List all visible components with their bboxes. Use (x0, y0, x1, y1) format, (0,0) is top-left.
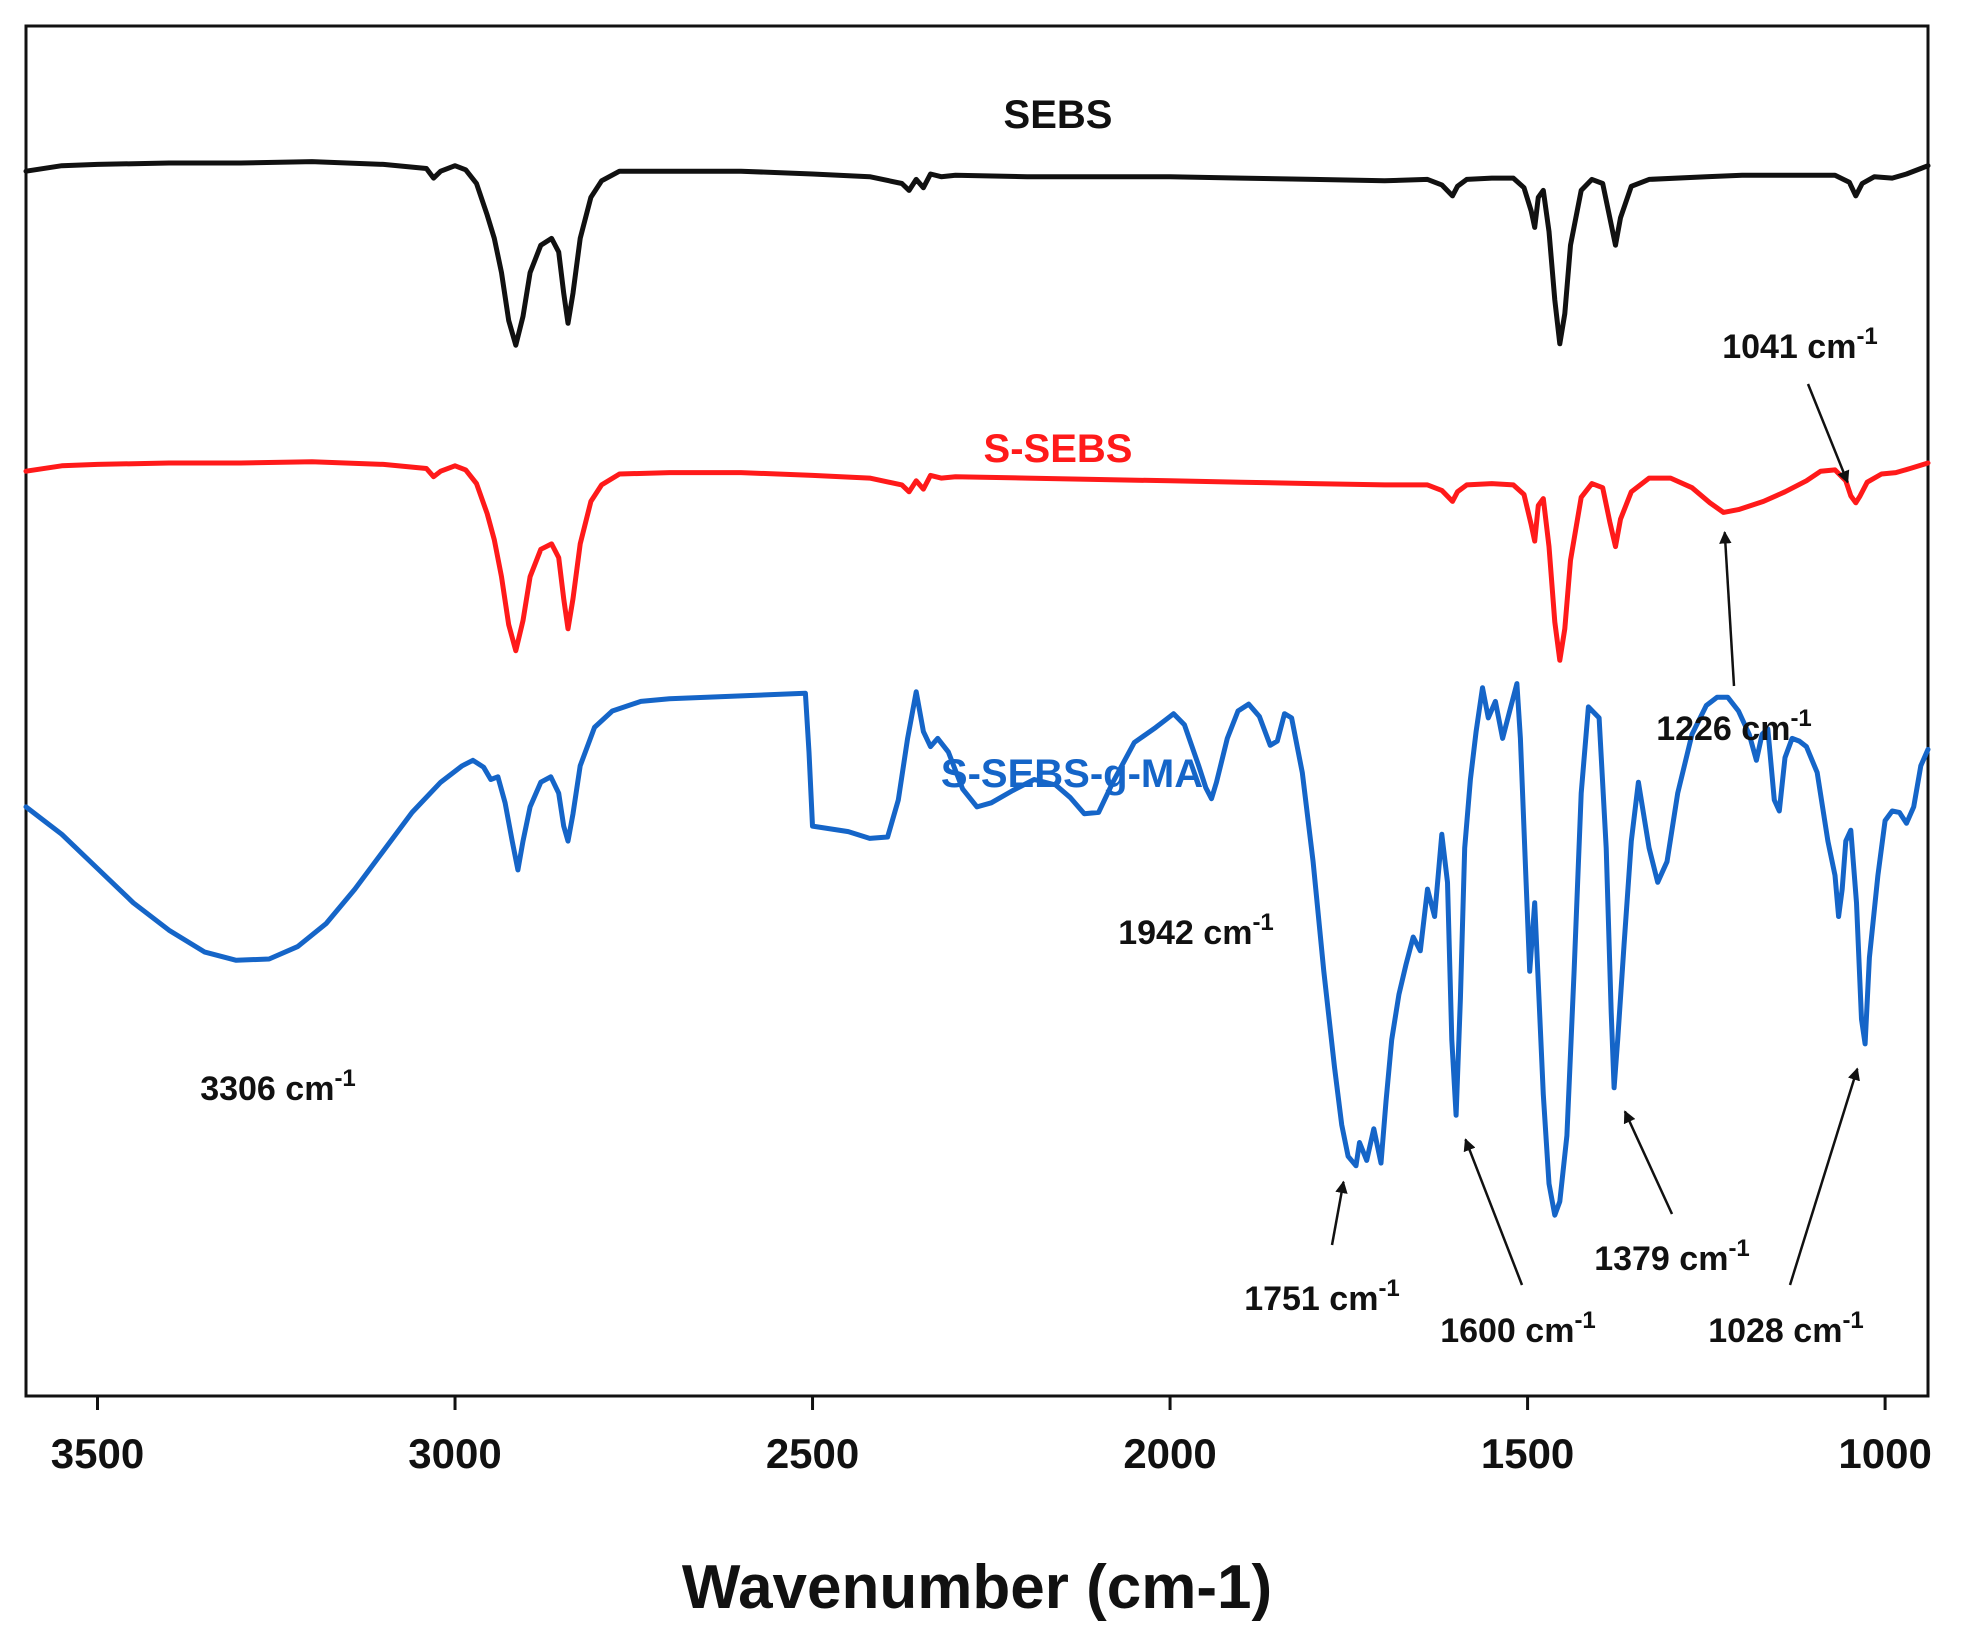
annotation-3306-label: 3306 cm-1 (200, 1065, 356, 1108)
plot-frame (24, 24, 1930, 1398)
annotation-1600-label: 1600 cm-1 (1440, 1307, 1596, 1350)
x-tick-label: 3500 (51, 1430, 144, 1477)
annotation-1379-label: 1379 cm-1 (1594, 1235, 1750, 1278)
series-line-sebs (23, 159, 1931, 348)
series-line-s-sebs (23, 459, 1931, 663)
x-axis-ticks: 3500 3000 2500 2000 1500 1000 (51, 1396, 1932, 1477)
annotation-1226-label: 1226 cm-1 (1656, 705, 1812, 748)
annotation-1379-arrow (1623, 1110, 1674, 1215)
series-layer (23, 159, 1931, 1218)
x-tick-label: 1000 (1838, 1430, 1931, 1477)
x-axis-title: Wavenumber (cm-1) (682, 1553, 1272, 1622)
annotation-1751-arrow (1330, 1180, 1348, 1246)
series-label-s-sebs: S-SEBS (984, 427, 1133, 471)
series-labels: SEBS S-SEBS S-SEBS-g-MA (941, 93, 1203, 796)
x-tick-label: 3000 (408, 1430, 501, 1477)
annotations: 3306 cm-1 1942 cm-1 1751 cm-1 1600 cm-1 1379… (200, 323, 1878, 1350)
annotation-1028-label: 1028 cm-1 (1708, 1307, 1864, 1350)
series-line-s-sebs-g-ma (23, 681, 1931, 1218)
series-label-s-sebs-g-ma: S-SEBS-g-MA (941, 752, 1203, 796)
annotation-1751-label: 1751 cm-1 (1244, 1275, 1400, 1318)
series-label-sebs: SEBS (1004, 93, 1113, 137)
annotation-1041-arrow (1806, 383, 1850, 484)
annotation-1600-arrow (1463, 1138, 1524, 1286)
annotation-1041-label: 1041 cm-1 (1722, 323, 1878, 366)
annotation-1942-label: 1942 cm-1 (1118, 909, 1274, 952)
x-tick-label: 2500 (766, 1430, 859, 1477)
x-tick-label: 1500 (1481, 1430, 1574, 1477)
annotation-1028-arrow (1788, 1067, 1860, 1286)
x-tick-label: 2000 (1123, 1430, 1216, 1477)
annotation-1226-arrow (1719, 531, 1736, 687)
